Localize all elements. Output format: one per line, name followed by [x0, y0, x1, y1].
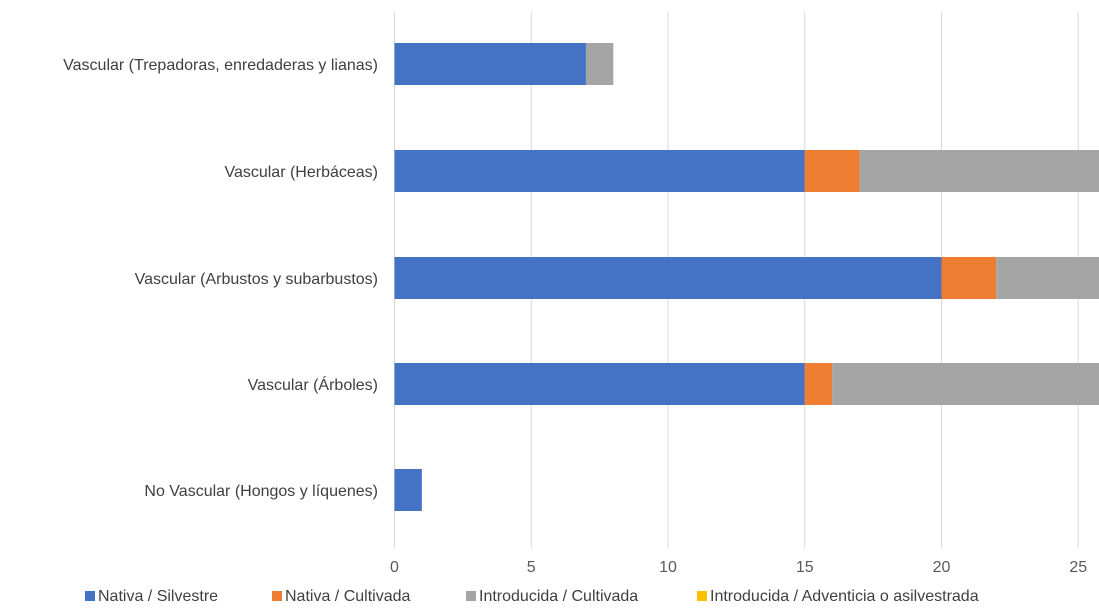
bar-segment-2-1	[941, 257, 997, 299]
bar-segment-1-0	[394, 150, 805, 192]
bar-segment-1-2	[859, 150, 1099, 192]
x-tick-label-0: 0	[390, 559, 399, 576]
x-tick-label-4: 20	[933, 559, 951, 576]
x-axis-ticks: 05101520253035404550	[390, 559, 1087, 576]
x-tick-label-3: 15	[796, 559, 814, 576]
legend-label-0: Nativa / Silvestre	[98, 588, 218, 605]
x-tick-label-2: 10	[659, 559, 677, 576]
y-axis-categories: Vascular (Trepadoras, enredaderas y lian…	[63, 57, 378, 500]
category-label-2: Vascular (Arbustos y subarbustos)	[135, 271, 378, 288]
bar-segment-3-1	[804, 363, 833, 405]
legend-item-1: Nativa / Cultivada	[272, 588, 410, 605]
bars	[394, 43, 1099, 511]
bar-segment-2-2	[996, 257, 1099, 299]
category-label-0: Vascular (Trepadoras, enredaderas y lian…	[63, 57, 378, 74]
legend-swatch-0	[85, 591, 95, 601]
x-tick-label-1: 5	[527, 559, 536, 576]
bar-segment-0-0	[394, 43, 586, 85]
bar-segment-3-0	[394, 363, 805, 405]
bar-segment-4-0	[394, 469, 422, 511]
category-label-1: Vascular (Herbáceas)	[224, 164, 378, 181]
legend-item-2: Introducida / Cultivada	[466, 588, 638, 605]
legend-swatch-2	[466, 591, 476, 601]
bar-segment-1-1	[804, 150, 860, 192]
legend-swatch-1	[272, 591, 282, 601]
category-label-3: Vascular (Árboles)	[248, 375, 378, 394]
legend-label-2: Introducida / Cultivada	[479, 588, 638, 605]
legend-swatch-3	[697, 591, 707, 601]
x-tick-label-5: 25	[1069, 559, 1087, 576]
legend-label-1: Nativa / Cultivada	[285, 588, 410, 605]
legend: Nativa / Silvestre Nativa / Cultivada Intr…	[85, 588, 979, 605]
legend-label-3: Introducida / Adventicia o asilvestrada	[710, 588, 979, 605]
legend-item-0: Nativa / Silvestre	[85, 588, 218, 605]
bar-segment-0-2	[585, 43, 614, 85]
category-label-4: No Vascular (Hongos y líquenes)	[144, 483, 378, 500]
bar-segment-3-2	[832, 363, 1099, 405]
bar-segment-2-0	[394, 257, 942, 299]
legend-item-3: Introducida / Adventicia o asilvestrada	[697, 588, 979, 605]
